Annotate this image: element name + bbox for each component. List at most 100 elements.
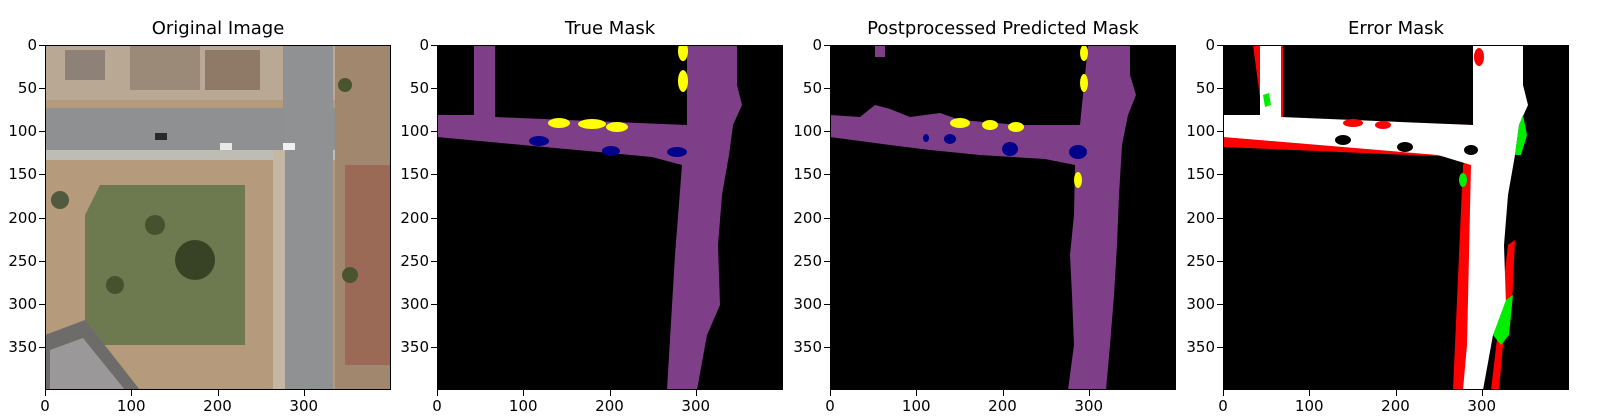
y-tick-mark	[824, 131, 830, 133]
panel-title: Original Image	[151, 18, 285, 39]
y-tick-label: 350	[1186, 337, 1215, 356]
x-tick-mark	[1002, 390, 1004, 396]
y-tick-mark	[1217, 131, 1223, 133]
y-tick-label: 250	[793, 251, 822, 270]
y-tick-label: 0	[1205, 36, 1215, 54]
x-tick-label: 0	[432, 397, 442, 415]
error-mask-panel: Error Mask 0 50 100 150 200 250 300 350 0 100 200 3…	[1178, 0, 1578, 420]
y-tick-mark	[39, 174, 45, 176]
y-tick-label: 200	[8, 208, 37, 227]
y-tick-mark	[39, 260, 45, 262]
y-tick-label: 350	[793, 337, 822, 356]
y-tick-mark	[431, 303, 437, 305]
x-tick-mark	[523, 390, 525, 396]
x-tick-label: 300	[289, 397, 319, 415]
y-tick-mark	[824, 174, 830, 176]
y-tick-mark	[431, 131, 437, 133]
y-tick-label: 100	[400, 122, 429, 141]
y-tick-label: 300	[400, 294, 429, 313]
x-tick-label: 0	[825, 397, 835, 415]
y-tick-label: 50	[409, 79, 429, 98]
y-tick-mark	[39, 217, 45, 219]
predicted-mask-panel: Postprocessed Predicted Mask 0 50 100 150 20…	[785, 0, 1185, 420]
x-tick-mark	[1088, 390, 1090, 396]
y-tick-label: 350	[400, 337, 429, 356]
y-tick-label: 0	[419, 36, 429, 54]
x-tick-mark	[303, 390, 305, 396]
y-tick-label: 0	[27, 36, 37, 54]
y-tick-label: 300	[8, 294, 37, 313]
x-tick-label: 0	[40, 397, 50, 415]
x-tick-label: 100	[116, 397, 146, 415]
x-tick-mark	[609, 390, 611, 396]
y-tick-label: 0	[812, 36, 822, 54]
y-tick-label: 300	[1186, 294, 1215, 313]
panel-title: Postprocessed Predicted Mask	[867, 18, 1139, 39]
y-tick-mark	[1217, 174, 1223, 176]
y-tick-mark	[431, 260, 437, 262]
y-tick-label: 250	[400, 251, 429, 270]
x-tick-mark	[1481, 390, 1483, 396]
x-tick-mark	[695, 390, 697, 396]
y-tick-label: 50	[17, 79, 37, 98]
x-tick-label: 300	[681, 397, 711, 415]
y-tick-mark	[1217, 303, 1223, 305]
y-tick-mark	[431, 217, 437, 219]
x-tick-label: 200	[1381, 397, 1410, 415]
x-tick-label: 100	[508, 397, 538, 415]
y-tick-mark	[39, 88, 45, 90]
x-tick-label: 200	[595, 397, 624, 415]
x-tick-label: 300	[1467, 397, 1497, 415]
x-tick-label: 100	[1294, 397, 1324, 415]
x-tick-mark	[217, 390, 219, 396]
y-tick-label: 100	[8, 122, 37, 141]
y-tick-mark	[824, 45, 830, 46]
x-tick-label: 100	[901, 397, 931, 415]
y-tick-label: 250	[8, 251, 37, 270]
x-tick-mark	[437, 390, 438, 396]
x-tick-label: 300	[1074, 397, 1104, 415]
y-tick-mark	[431, 346, 437, 348]
y-tick-mark	[1217, 88, 1223, 90]
y-tick-label: 150	[400, 165, 429, 184]
y-tick-label: 50	[1195, 79, 1215, 98]
x-tick-label: 0	[1218, 397, 1228, 415]
y-tick-label: 200	[793, 208, 822, 227]
y-tick-mark	[431, 174, 437, 176]
true-mask-image	[437, 45, 783, 390]
y-tick-mark	[1217, 217, 1223, 219]
original-aerial-image	[45, 45, 391, 390]
y-tick-label: 350	[8, 337, 37, 356]
y-tick-mark	[824, 303, 830, 305]
y-tick-label: 50	[802, 79, 822, 98]
x-tick-mark	[1223, 390, 1224, 396]
y-tick-mark	[39, 303, 45, 305]
y-tick-mark	[824, 88, 830, 90]
y-tick-mark	[1217, 346, 1223, 348]
y-tick-label: 200	[1186, 208, 1215, 227]
y-tick-label: 150	[1186, 165, 1215, 184]
original-image-panel: Original Image	[0, 0, 400, 420]
predicted-mask-image	[830, 45, 1176, 390]
y-tick-mark	[431, 45, 437, 46]
y-tick-mark	[39, 45, 45, 46]
panel-title: Error Mask	[1348, 18, 1444, 39]
y-tick-mark	[1217, 260, 1223, 262]
y-tick-label: 100	[793, 122, 822, 141]
y-tick-mark	[824, 260, 830, 262]
true-mask-panel: True Mask 0 50 100 150 200 250 300 350 0 100 200 30…	[392, 0, 792, 420]
y-tick-mark	[39, 346, 45, 348]
panel-title: True Mask	[564, 18, 656, 39]
y-tick-mark	[39, 131, 45, 133]
y-tick-mark	[824, 346, 830, 348]
y-tick-label: 150	[793, 165, 822, 184]
y-tick-label: 100	[1186, 122, 1215, 141]
x-tick-label: 200	[988, 397, 1017, 415]
x-tick-mark	[131, 390, 133, 396]
x-tick-mark	[916, 390, 918, 396]
y-tick-mark	[1217, 45, 1223, 46]
y-tick-label: 150	[8, 165, 37, 184]
error-mask-image	[1223, 45, 1569, 390]
y-tick-label: 300	[793, 294, 822, 313]
x-tick-mark	[45, 390, 46, 396]
